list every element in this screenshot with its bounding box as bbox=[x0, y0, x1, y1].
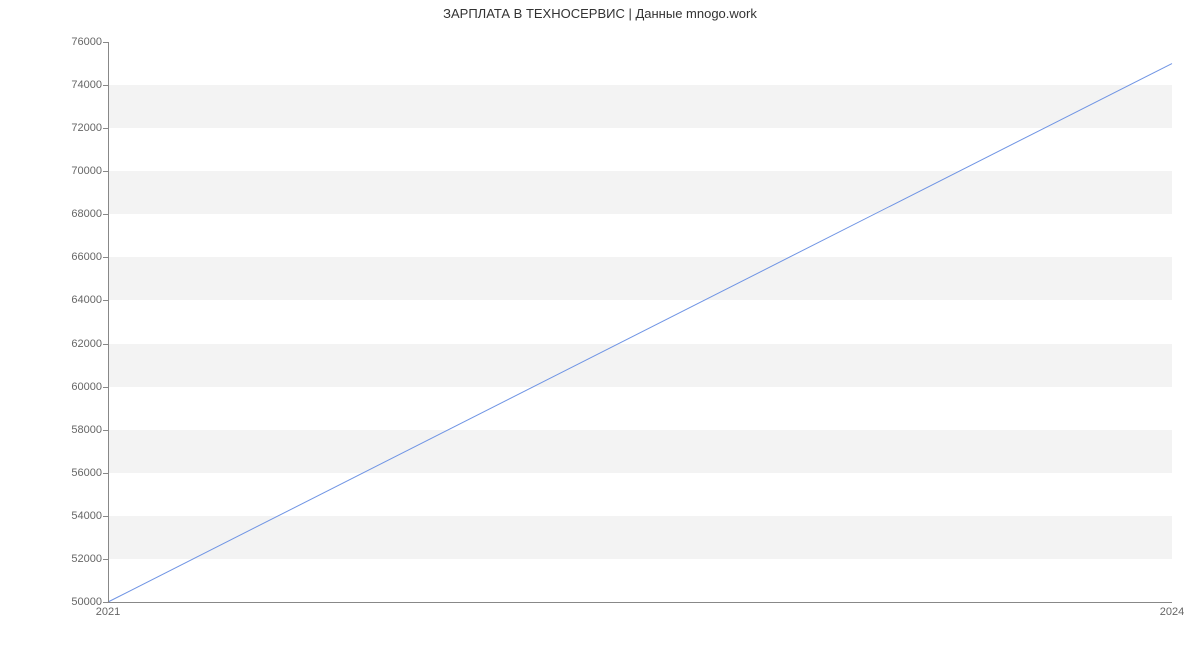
salary-line-chart: ЗАРПЛАТА В ТЕХНОСЕРВИС | Данные mnogo.wo… bbox=[0, 0, 1200, 650]
series-line-salary bbox=[108, 64, 1172, 602]
y-tick-label: 54000 bbox=[71, 510, 108, 522]
line-layer bbox=[108, 42, 1172, 602]
y-tick-label: 66000 bbox=[71, 251, 108, 263]
y-tick-label: 64000 bbox=[71, 294, 108, 306]
plot-area: 5000052000540005600058000600006200064000… bbox=[108, 42, 1172, 602]
y-tick-label: 68000 bbox=[71, 208, 108, 220]
y-tick-label: 60000 bbox=[71, 381, 108, 393]
y-tick-label: 72000 bbox=[71, 122, 108, 134]
y-tick-label: 56000 bbox=[71, 467, 108, 479]
y-tick-label: 52000 bbox=[71, 553, 108, 565]
chart-title: ЗАРПЛАТА В ТЕХНОСЕРВИС | Данные mnogo.wo… bbox=[0, 6, 1200, 21]
x-tick-label: 2021 bbox=[96, 602, 120, 618]
y-tick-label: 58000 bbox=[71, 424, 108, 436]
y-tick-label: 62000 bbox=[71, 338, 108, 350]
y-axis-line bbox=[108, 42, 109, 602]
x-tick-label: 2024 bbox=[1160, 602, 1184, 618]
y-tick-label: 70000 bbox=[71, 165, 108, 177]
y-tick-label: 76000 bbox=[71, 36, 108, 48]
y-tick-label: 74000 bbox=[71, 79, 108, 91]
x-axis-line bbox=[108, 602, 1172, 603]
